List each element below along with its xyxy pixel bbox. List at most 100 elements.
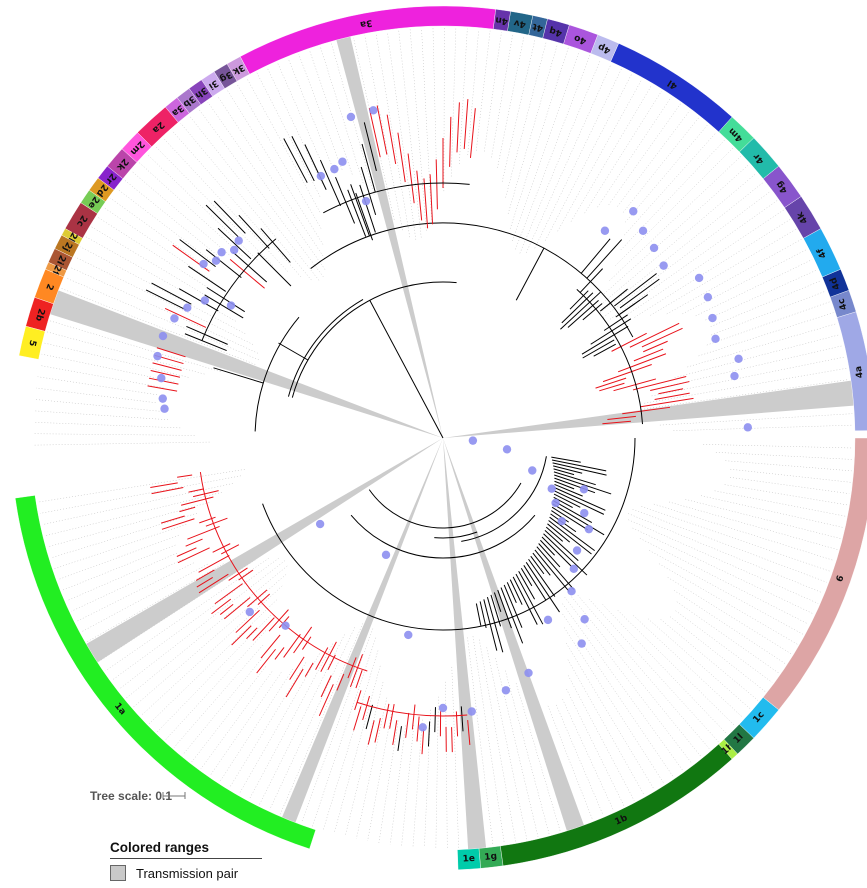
tree-branch bbox=[654, 392, 690, 401]
leaf-guide bbox=[557, 79, 642, 232]
leaf-guide bbox=[705, 269, 818, 321]
subtype-segment bbox=[762, 437, 867, 711]
tree-branch bbox=[407, 153, 415, 204]
legend: Colored ranges Transmission pair bbox=[110, 840, 262, 881]
node-marker bbox=[629, 207, 638, 216]
leaf-guide bbox=[50, 512, 198, 559]
subtype-label: 3i bbox=[207, 77, 220, 90]
node-marker bbox=[200, 296, 210, 305]
node-marker bbox=[577, 639, 586, 648]
subtype-segment bbox=[106, 148, 138, 180]
node-marker bbox=[528, 466, 537, 475]
leaf-guide bbox=[367, 710, 393, 842]
tree-branch bbox=[540, 539, 555, 556]
leaf-guide bbox=[34, 399, 160, 412]
node-marker bbox=[579, 485, 589, 494]
leaf-guide bbox=[507, 44, 558, 214]
tree-branch bbox=[360, 166, 377, 216]
tree-branch bbox=[475, 603, 482, 626]
tree-branch bbox=[497, 589, 512, 629]
tree-branch bbox=[150, 370, 181, 378]
leaf-guide bbox=[46, 331, 205, 375]
tree-branch bbox=[185, 538, 203, 547]
tree-branch bbox=[614, 273, 657, 307]
leaf-guide bbox=[133, 574, 287, 708]
tree-branch bbox=[611, 332, 647, 352]
leaf-guide bbox=[505, 41, 547, 198]
subtype-label: 4q bbox=[548, 25, 563, 38]
leaf-guide bbox=[632, 509, 827, 583]
tree-branch bbox=[467, 720, 471, 746]
node-marker bbox=[572, 546, 582, 555]
subtype-color-ring: 1a1g1e1b1h1l1c64a4c4d4f4k4g4r4m4l4p4o4q4… bbox=[14, 5, 867, 870]
leaf-guide bbox=[70, 267, 258, 354]
subtype-segment bbox=[25, 297, 54, 332]
leaf-guide bbox=[364, 35, 403, 231]
subtype-segment bbox=[610, 43, 733, 133]
tree-branch bbox=[423, 178, 429, 229]
tree-branch bbox=[552, 462, 607, 476]
tree-branch bbox=[320, 641, 337, 673]
node-marker bbox=[580, 508, 589, 518]
node-marker bbox=[734, 354, 743, 364]
tree-branch bbox=[178, 288, 219, 312]
node-marker bbox=[211, 256, 221, 265]
node-marker bbox=[438, 703, 448, 713]
leaf-guide bbox=[628, 513, 823, 594]
leaf-guide bbox=[602, 191, 771, 318]
tree-branch bbox=[434, 707, 436, 733]
leaf-guide bbox=[624, 132, 717, 236]
legend-swatch bbox=[110, 865, 126, 881]
leaf-guide bbox=[649, 550, 804, 635]
leaf-guide bbox=[724, 484, 848, 506]
node-marker bbox=[600, 226, 610, 235]
leaf-guide bbox=[256, 72, 321, 197]
tree-branch bbox=[367, 720, 375, 745]
subtype-label: 4d bbox=[829, 276, 843, 291]
subtype-label: 4f bbox=[816, 246, 829, 260]
leaf-guide bbox=[715, 452, 853, 460]
tree-branch bbox=[289, 656, 305, 680]
leaf-guide bbox=[526, 63, 612, 253]
tree-branch bbox=[315, 647, 329, 671]
node-marker bbox=[229, 245, 239, 255]
tree-branch bbox=[397, 132, 406, 183]
tree-branch bbox=[469, 108, 476, 159]
leaf-guide bbox=[229, 662, 307, 789]
node-marker bbox=[543, 615, 553, 625]
leaf-guide bbox=[584, 90, 662, 214]
tree-branch bbox=[582, 303, 603, 321]
tree-scale-label: Tree scale: 0.1 bbox=[90, 789, 172, 803]
tree-branch bbox=[633, 348, 664, 362]
tree-arc bbox=[254, 316, 300, 432]
tree-branch bbox=[217, 227, 252, 260]
subtype-segment bbox=[165, 97, 190, 123]
leaf-guide bbox=[269, 627, 355, 810]
tree-branch bbox=[544, 530, 579, 562]
tree-branch bbox=[561, 292, 594, 324]
tree-branch bbox=[528, 558, 556, 597]
tree-branch bbox=[161, 518, 195, 530]
leaf-guide bbox=[479, 639, 516, 842]
tree-arc bbox=[576, 288, 644, 425]
subtype-segment bbox=[718, 116, 755, 153]
leaf-guide bbox=[451, 666, 459, 848]
leaf-guide bbox=[118, 560, 286, 690]
tree-branch bbox=[283, 138, 308, 183]
leaf-guide bbox=[641, 506, 831, 572]
legend-item: Transmission pair bbox=[110, 865, 262, 881]
tree-branch bbox=[156, 347, 186, 358]
tree-branch bbox=[302, 636, 312, 650]
tree-branch bbox=[231, 625, 252, 646]
tree-branch bbox=[160, 515, 185, 524]
tree-arc bbox=[201, 238, 277, 341]
tree-branch bbox=[593, 343, 616, 357]
tree-branch bbox=[179, 506, 196, 513]
node-marker bbox=[153, 351, 162, 361]
tree-branch bbox=[586, 239, 623, 279]
leaf-guide bbox=[603, 164, 749, 295]
tree-arc bbox=[287, 299, 364, 397]
leaf-guide bbox=[87, 563, 224, 642]
leaf-guide bbox=[163, 137, 288, 272]
leaf-guide bbox=[609, 200, 778, 320]
